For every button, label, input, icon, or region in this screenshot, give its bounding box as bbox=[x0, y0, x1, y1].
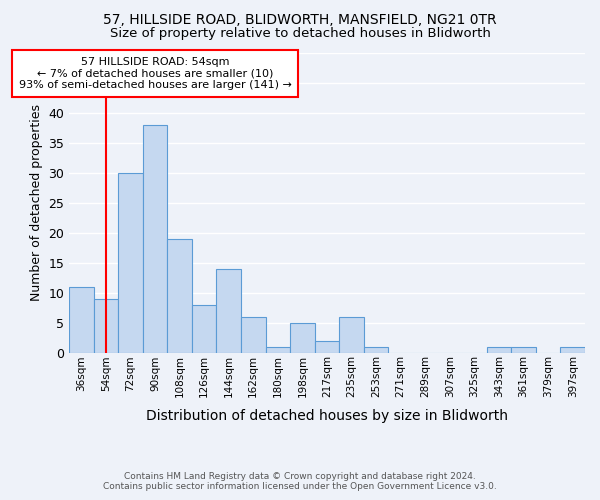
Bar bbox=[511, 346, 536, 352]
Bar bbox=[560, 346, 585, 352]
Text: 57, HILLSIDE ROAD, BLIDWORTH, MANSFIELD, NG21 0TR: 57, HILLSIDE ROAD, BLIDWORTH, MANSFIELD,… bbox=[103, 12, 497, 26]
Bar bbox=[339, 316, 364, 352]
Bar bbox=[487, 346, 511, 352]
Bar bbox=[192, 304, 217, 352]
Bar bbox=[217, 268, 241, 352]
Text: 57 HILLSIDE ROAD: 54sqm
← 7% of detached houses are smaller (10)
93% of semi-det: 57 HILLSIDE ROAD: 54sqm ← 7% of detached… bbox=[19, 57, 292, 90]
Bar bbox=[364, 346, 388, 352]
Bar bbox=[315, 340, 339, 352]
Text: Contains HM Land Registry data © Crown copyright and database right 2024.
Contai: Contains HM Land Registry data © Crown c… bbox=[103, 472, 497, 491]
Bar bbox=[290, 322, 315, 352]
Bar bbox=[143, 124, 167, 352]
Bar bbox=[266, 346, 290, 352]
Bar bbox=[241, 316, 266, 352]
Bar bbox=[94, 298, 118, 352]
Text: Size of property relative to detached houses in Blidworth: Size of property relative to detached ho… bbox=[110, 26, 490, 40]
Y-axis label: Number of detached properties: Number of detached properties bbox=[29, 104, 43, 301]
Bar bbox=[167, 238, 192, 352]
X-axis label: Distribution of detached houses by size in Blidworth: Distribution of detached houses by size … bbox=[146, 408, 508, 422]
Bar bbox=[118, 172, 143, 352]
Bar bbox=[69, 286, 94, 352]
